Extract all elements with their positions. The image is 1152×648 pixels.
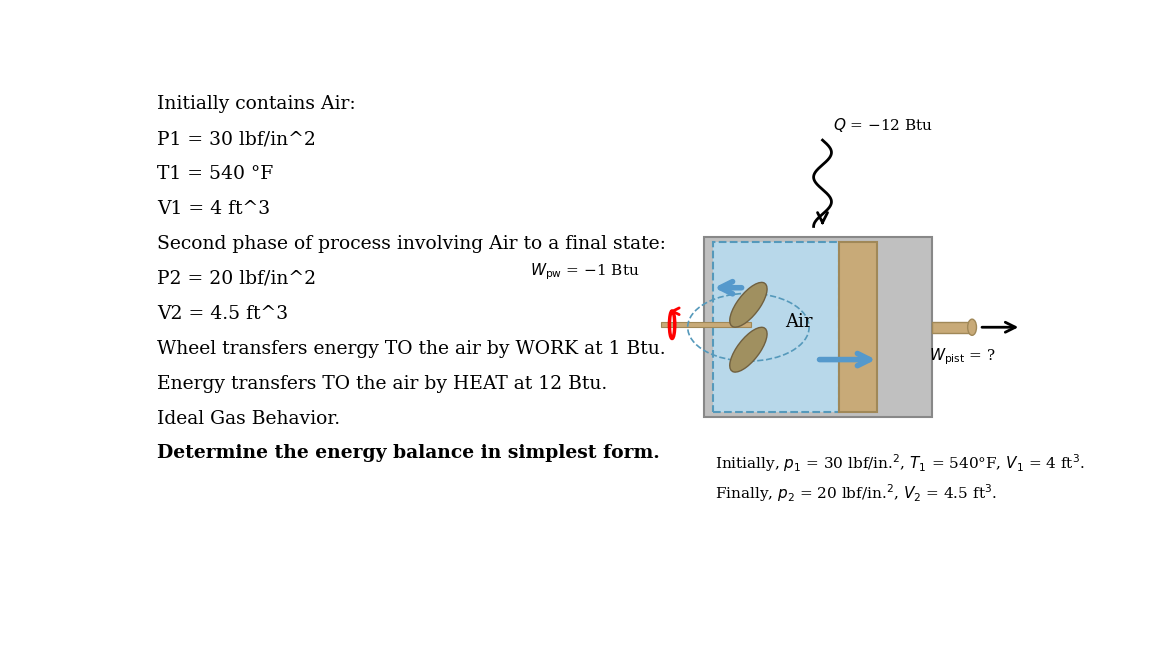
Text: Second phase of process involving Air to a final state:: Second phase of process involving Air to… [158,235,666,253]
Text: Energy transfers TO the air by HEAT at 12 Btu.: Energy transfers TO the air by HEAT at 1… [158,375,607,393]
FancyBboxPatch shape [839,242,877,412]
Text: V2 = 4.5 ft^3: V2 = 4.5 ft^3 [158,305,288,323]
Text: P2 = 20 lbf/in^2: P2 = 20 lbf/in^2 [158,270,317,288]
FancyBboxPatch shape [704,237,932,417]
Text: Initially contains Air:: Initially contains Air: [158,95,356,113]
Text: $Q$ = $-$12 Btu: $Q$ = $-$12 Btu [833,116,933,134]
Text: Finally, $p_2$ = 20 lbf/in.$^2$, $V_2$ = 4.5 ft$^3$.: Finally, $p_2$ = 20 lbf/in.$^2$, $V_2$ =… [715,482,998,503]
Text: T1 = 540 °F: T1 = 540 °F [158,165,274,183]
Text: Ideal Gas Behavior.: Ideal Gas Behavior. [158,410,341,428]
Text: $W_{\rm pist}$ = ?: $W_{\rm pist}$ = ? [929,347,995,367]
Ellipse shape [729,283,767,327]
Ellipse shape [968,319,977,335]
Text: $W_{\rm pw}$ = $-$1 Btu: $W_{\rm pw}$ = $-$1 Btu [530,261,639,282]
FancyBboxPatch shape [713,242,839,412]
Text: P1 = 30 lbf/in^2: P1 = 30 lbf/in^2 [158,130,317,148]
Text: V1 = 4 ft^3: V1 = 4 ft^3 [158,200,271,218]
FancyBboxPatch shape [932,322,972,332]
Text: Wheel transfers energy TO the air by WORK at 1 Btu.: Wheel transfers energy TO the air by WOR… [158,340,666,358]
FancyBboxPatch shape [661,322,751,327]
Text: Initially, $p_1$ = 30 lbf/in.$^2$, $T_1$ = 540°F, $V_1$ = 4 ft$^3$.: Initially, $p_1$ = 30 lbf/in.$^2$, $T_1$… [715,452,1085,474]
Text: Air: Air [785,313,812,331]
Ellipse shape [729,327,767,372]
Text: Determine the energy balance in simplest form.: Determine the energy balance in simplest… [158,445,660,463]
